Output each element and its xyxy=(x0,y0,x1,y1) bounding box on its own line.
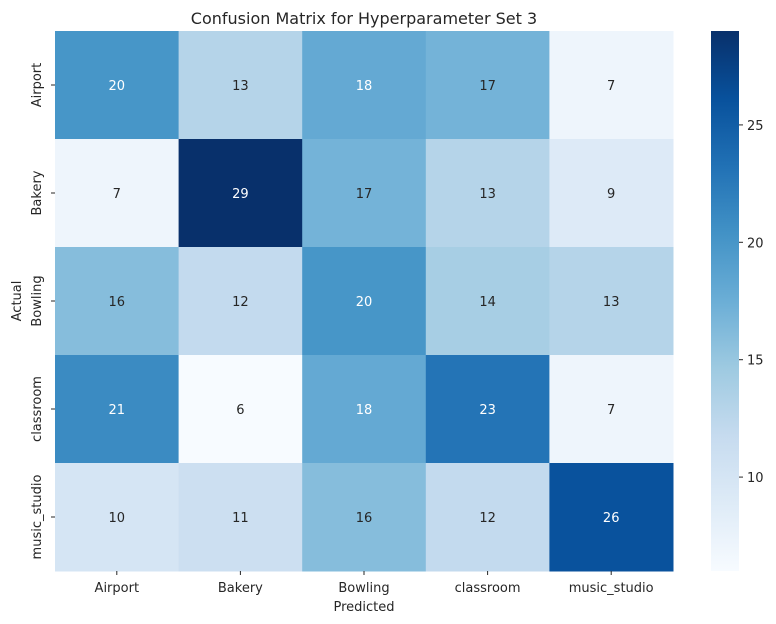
cell-value-label: 23 xyxy=(479,403,496,418)
y-tick-label: music_studio xyxy=(30,475,45,560)
chart-title: Confusion Matrix for Hyperparameter Set … xyxy=(191,9,537,28)
cell-value-label: 20 xyxy=(356,295,373,310)
heatmap-cell xyxy=(55,355,180,464)
heatmap-cell xyxy=(55,139,180,248)
heatmap-cell xyxy=(549,247,674,356)
y-axis-label: Actual xyxy=(10,281,25,322)
y-tick-label: Airport xyxy=(30,63,45,108)
heatmap-cell xyxy=(302,463,427,572)
heatmap-cell xyxy=(549,139,674,248)
cell-value-label: 16 xyxy=(109,295,126,310)
cell-value-label: 13 xyxy=(603,295,620,310)
x-tick-label: Bakery xyxy=(218,581,263,596)
heatmap-cell xyxy=(302,355,427,464)
x-tick-label: classroom xyxy=(455,581,521,596)
colorbar-tick-label: 10 xyxy=(747,471,764,486)
heatmap-cell xyxy=(55,31,180,140)
colorbar-ticks: 10 15 20 25 xyxy=(739,119,764,486)
cell-value-label: 12 xyxy=(479,511,496,526)
heatmap-cell xyxy=(425,463,550,572)
x-tick-label: Airport xyxy=(95,581,140,596)
heatmap-cell xyxy=(425,139,550,248)
heatmap-cell xyxy=(55,463,180,572)
heatmap-cell xyxy=(178,31,303,140)
cell-value-label: 18 xyxy=(356,79,373,94)
heatmap-cell xyxy=(425,31,550,140)
colorbar-tick-label: 15 xyxy=(747,354,764,369)
cell-value-label: 13 xyxy=(479,187,496,202)
y-tick-label: classroom xyxy=(30,376,45,442)
cell-value-label: 29 xyxy=(232,187,249,202)
heatmap-cell xyxy=(425,247,550,356)
heatmap-cell xyxy=(425,355,550,464)
heatmap-cell xyxy=(549,31,674,140)
x-axis-label: Predicted xyxy=(333,600,394,615)
colorbar xyxy=(711,31,739,571)
colorbar-tick-label: 20 xyxy=(747,236,764,251)
cell-value-label: 18 xyxy=(356,403,373,418)
cell-value-label: 10 xyxy=(109,511,126,526)
heatmap-cell xyxy=(178,139,303,248)
heatmap-cell xyxy=(178,355,303,464)
cell-value-label: 14 xyxy=(479,295,496,310)
heatmap-cell xyxy=(55,247,180,356)
y-tick-label: Bakery xyxy=(30,170,45,215)
y-axis-ticks: Airport Bakery Bowling classroom music_studi… xyxy=(30,63,55,560)
heatmap-cell xyxy=(549,355,674,464)
cell-value-label: 9 xyxy=(607,187,615,202)
heatmap-cell xyxy=(178,463,303,572)
cell-value-label: 12 xyxy=(232,295,249,310)
heatmap-cell xyxy=(178,247,303,356)
y-tick-label: Bowling xyxy=(30,275,45,326)
cell-value-label: 26 xyxy=(603,511,620,526)
cell-value-label: 21 xyxy=(109,403,126,418)
cell-value-label: 20 xyxy=(109,79,126,94)
cell-value-label: 7 xyxy=(607,79,615,94)
heatmap-cell xyxy=(302,139,427,248)
colorbar-tick-label: 25 xyxy=(747,119,764,134)
cell-value-label: 6 xyxy=(236,403,244,418)
cell-value-label: 11 xyxy=(232,511,249,526)
cell-value-label: 13 xyxy=(232,79,249,94)
heatmap-grid: 20 13 18 17 7 7 29 17 13 9 16 12 20 14 13 21 6 18 23 7 10 11 1… xyxy=(55,31,674,572)
cell-value-label: 7 xyxy=(607,403,615,418)
cell-value-label: 16 xyxy=(356,511,373,526)
x-tick-label: Bowling xyxy=(338,581,389,596)
heatmap-cell xyxy=(302,31,427,140)
x-tick-label: music_studio xyxy=(569,581,654,596)
cell-value-label: 7 xyxy=(113,187,121,202)
cell-value-label: 17 xyxy=(479,79,496,94)
cell-value-label: 17 xyxy=(356,187,373,202)
heatmap-cell xyxy=(302,247,427,356)
x-axis-ticks: Airport Bakery Bowling classroom music_studi… xyxy=(95,571,654,596)
heatmap-cell xyxy=(549,463,674,572)
